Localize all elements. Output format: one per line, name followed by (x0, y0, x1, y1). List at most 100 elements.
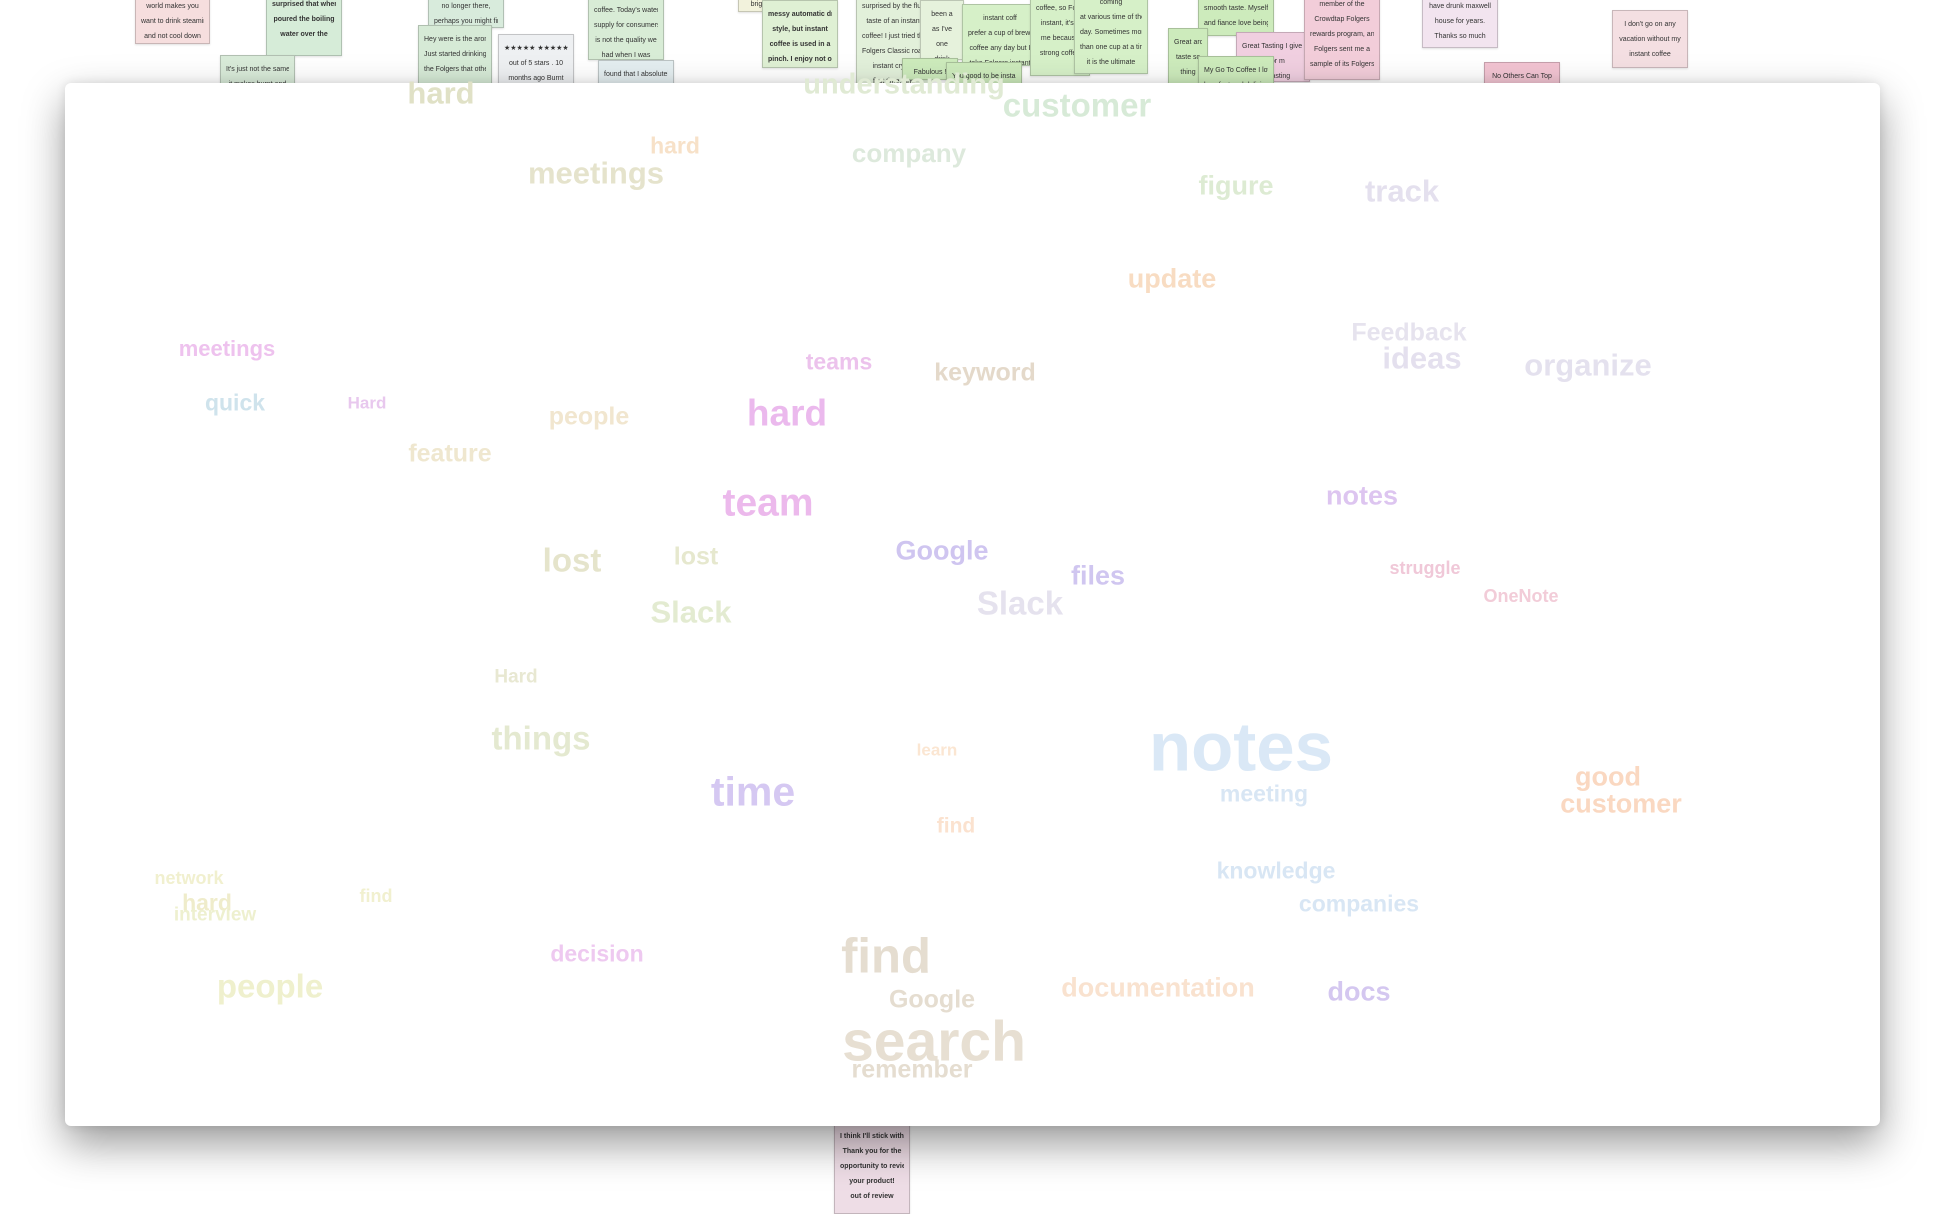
word-cloud-term[interactable]: Feedback (1351, 318, 1467, 347)
note-text-line: strong coffee (1039, 50, 1081, 57)
note-text-line: found that I absolutely (604, 71, 668, 78)
background-sticky-note: surprised that when I poured the boiling w… (266, 0, 342, 56)
note-text-line: opportunity to review (840, 1163, 904, 1170)
note-text-line: taste of an instant (866, 18, 922, 25)
note-text-line: instant, it's y (1040, 20, 1080, 27)
note-text-line: been a (931, 11, 953, 18)
word-cloud-term[interactable]: search (842, 1009, 1026, 1074)
note-text-line: is not the quality we (595, 37, 657, 44)
word-cloud-term[interactable]: organize (1524, 347, 1652, 383)
note-text-line: You good to be instant! (952, 73, 1016, 80)
note-text-line: style, but instant (772, 26, 828, 33)
word-cloud-term[interactable]: hard (407, 75, 475, 111)
word-cloud-term[interactable]: knowledge (1216, 857, 1336, 884)
note-text-line: coffee. Today's water (594, 7, 658, 14)
note-text-line: smooth taste. Myself (1204, 5, 1268, 12)
note-text-line: drink (926, 52, 958, 59)
word-cloud-term[interactable]: find (841, 929, 931, 984)
note-text-line: thing (1180, 69, 1196, 76)
word-cloud-term[interactable]: notes (1148, 708, 1334, 786)
word-cloud-term[interactable]: Slack (650, 594, 732, 630)
word-cloud-term[interactable]: understanding (803, 68, 1005, 101)
word-cloud-term[interactable]: hard (746, 392, 828, 434)
word-cloud-term[interactable]: hard (182, 889, 232, 916)
word-cloud-term[interactable]: remember (851, 1055, 973, 1084)
background-sticky-note: My Go To Coffee I lovehow fast and delic… (1198, 56, 1274, 86)
word-cloud-term[interactable]: struggle (1389, 558, 1461, 578)
word-cloud-term[interactable]: decision (550, 940, 644, 967)
word-cloud-term[interactable]: OneNote (1483, 586, 1559, 606)
word-cloud-term[interactable]: documentation (1061, 972, 1255, 1003)
word-cloud-term[interactable]: find (359, 886, 393, 906)
note-text-line: coffee, so Folgers (1036, 5, 1084, 12)
note-text-line: your product! (849, 1178, 895, 1185)
note-text-line: ★★★★★ ★★★★★ (504, 45, 568, 52)
word-cloud-term[interactable]: network (154, 868, 224, 888)
note-text-line: instant crystal (872, 63, 916, 70)
background-sticky-note: world makes you want to drink steaming and… (135, 0, 210, 44)
word-cloud-term[interactable]: customer (1560, 788, 1682, 819)
word-cloud-term[interactable]: things (491, 719, 591, 757)
word-cloud-term[interactable]: ideas (1382, 340, 1462, 376)
note-text-line: it is the ultimate (1086, 59, 1136, 66)
note-text-line: member of the (1319, 1, 1365, 8)
note-text-line: water over the (280, 31, 328, 38)
background-sticky-note: no longer there, perhaps you might find (428, 0, 504, 28)
word-cloud-term[interactable]: companies (1298, 890, 1420, 917)
word-cloud-term[interactable]: track (1364, 173, 1440, 209)
word-cloud-term[interactable]: interview (173, 904, 257, 926)
word-cloud-term[interactable]: hard (650, 132, 700, 159)
note-text-line: supply for consumers (594, 22, 658, 29)
word-cloud-term[interactable]: meeting (1219, 780, 1309, 807)
word-cloud-term[interactable]: Google (895, 535, 989, 566)
word-cloud-term[interactable]: quick (204, 389, 266, 416)
word-cloud-term[interactable]: keyword (934, 358, 1036, 387)
background-sticky-note: messy automatic drip style, but instant co… (762, 0, 838, 68)
note-text-line: had when I was (601, 52, 651, 59)
note-text-line: poured the boiling (273, 16, 335, 23)
note-text-line: world makes you (146, 3, 199, 10)
word-cloud-term[interactable]: feature (408, 439, 492, 468)
word-cloud-term[interactable]: time (710, 768, 796, 815)
note-text-line: coffee is used in a (769, 41, 831, 48)
note-text-line: coming (1099, 0, 1123, 6)
word-cloud-term[interactable]: meetings (178, 336, 276, 361)
note-text-line: instant coffee (1629, 51, 1671, 58)
background-sticky-note: coming at various time of the day. Sometim… (1074, 0, 1148, 74)
word-cloud-term[interactable]: lost (542, 541, 602, 579)
note-text-line: at various time of the (1080, 14, 1142, 21)
word-cloud-term[interactable]: files (1070, 560, 1126, 591)
note-text-line: sample of its Folgers (1310, 61, 1374, 68)
word-cloud-term[interactable]: people (548, 402, 630, 431)
word-cloud-term[interactable]: lost (673, 542, 719, 571)
note-text-line: than one cup at a time (1080, 44, 1142, 51)
word-cloud-term[interactable]: Hard (347, 393, 387, 413)
note-text-line: as I've (931, 26, 952, 33)
note-text-line: day. Sometimes more (1080, 29, 1142, 36)
note-text-line: the Folgers that others (424, 66, 486, 73)
note-text-line: first time, and (872, 78, 915, 84)
word-cloud-term[interactable]: update (1127, 263, 1217, 294)
word-cloud-term[interactable]: company (851, 138, 967, 168)
word-cloud-term[interactable]: customer (1002, 86, 1152, 124)
word-cloud-term[interactable]: team (722, 481, 814, 525)
word-cloud-canvas[interactable]: hard understanding customer company hard… (65, 70, 1880, 1126)
word-cloud-term[interactable]: find (936, 814, 976, 838)
word-cloud-term[interactable]: people (216, 967, 324, 1005)
word-cloud-term[interactable]: docs (1327, 976, 1391, 1007)
note-text-line: pinch. I enjoy not only (768, 56, 832, 63)
word-cloud-term[interactable]: Slack (976, 584, 1064, 622)
word-cloud-term[interactable]: Google (888, 985, 976, 1014)
word-cloud-term[interactable]: figure (1198, 170, 1274, 201)
word-cloud-term[interactable]: Hard (494, 666, 538, 688)
note-text-line: have drunk maxwell (1429, 3, 1491, 10)
note-text-line: Thanks so much (1434, 33, 1486, 40)
note-text-line: Crowdtap Folgers (1314, 16, 1370, 23)
word-cloud-term[interactable]: notes (1325, 480, 1399, 511)
word-cloud-term[interactable]: learn (916, 740, 958, 760)
word-cloud-term[interactable]: teams (805, 348, 873, 375)
word-cloud-term[interactable]: meetings (527, 155, 665, 191)
word-cloud-term[interactable]: good (1575, 761, 1641, 792)
note-text-line: make it quick in the (1080, 70, 1142, 73)
